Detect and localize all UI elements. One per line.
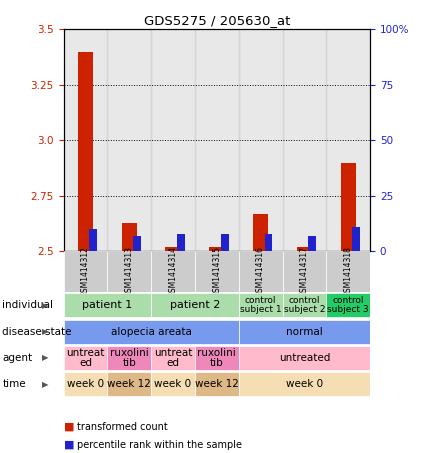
Bar <box>239 251 283 292</box>
Bar <box>326 251 370 292</box>
Text: patient 1: patient 1 <box>82 300 132 310</box>
Bar <box>64 293 151 318</box>
Bar <box>64 346 107 370</box>
Bar <box>107 29 151 251</box>
Text: ▶: ▶ <box>42 380 48 389</box>
Text: time: time <box>2 379 26 389</box>
Bar <box>121 222 137 251</box>
Bar <box>78 52 93 251</box>
Bar <box>239 319 370 344</box>
Bar <box>133 236 141 251</box>
Bar <box>239 372 370 396</box>
Bar <box>151 346 195 370</box>
Text: ▶: ▶ <box>42 353 48 362</box>
Bar <box>283 29 326 251</box>
Text: week 12: week 12 <box>107 379 151 389</box>
Bar <box>253 214 268 251</box>
Text: normal: normal <box>286 327 323 337</box>
Bar <box>326 293 370 318</box>
Text: ruxolini
tib: ruxolini tib <box>198 348 236 368</box>
Text: disease state: disease state <box>2 327 72 337</box>
Text: week 0: week 0 <box>67 379 104 389</box>
Text: ▶: ▶ <box>42 301 48 310</box>
Text: agent: agent <box>2 353 32 363</box>
Bar <box>195 372 239 396</box>
Title: GDS5275 / 205630_at: GDS5275 / 205630_at <box>144 14 290 27</box>
Bar <box>209 247 225 251</box>
Bar <box>107 372 151 396</box>
Text: GSM1414312: GSM1414312 <box>81 246 90 297</box>
Bar <box>297 247 312 251</box>
Bar <box>265 234 272 251</box>
Text: GSM1414316: GSM1414316 <box>256 246 265 297</box>
Bar <box>151 29 195 251</box>
Text: individual: individual <box>2 300 53 310</box>
Bar <box>177 234 185 251</box>
Text: ▶: ▶ <box>42 327 48 336</box>
Text: week 0: week 0 <box>286 379 323 389</box>
Text: transformed count: transformed count <box>77 422 167 432</box>
Text: control
subject 3: control subject 3 <box>327 296 369 314</box>
Bar <box>166 247 180 251</box>
Bar <box>64 29 107 251</box>
Bar <box>195 29 239 251</box>
Bar <box>195 251 239 292</box>
Bar <box>239 29 283 251</box>
Bar <box>239 346 370 370</box>
Bar <box>107 251 151 292</box>
Text: ruxolini
tib: ruxolini tib <box>110 348 148 368</box>
Text: week 0: week 0 <box>155 379 191 389</box>
Bar <box>107 346 151 370</box>
Bar <box>151 293 239 318</box>
Text: GSM1414317: GSM1414317 <box>300 246 309 297</box>
Bar <box>341 163 356 251</box>
Bar <box>283 251 326 292</box>
Bar <box>239 293 283 318</box>
Text: week 12: week 12 <box>195 379 239 389</box>
Text: untreat
ed: untreat ed <box>154 348 192 368</box>
Bar <box>195 346 239 370</box>
Bar <box>308 236 316 251</box>
Text: untreat
ed: untreat ed <box>66 348 105 368</box>
Text: patient 2: patient 2 <box>170 300 220 310</box>
Text: untreated: untreated <box>279 353 330 363</box>
Text: percentile rank within the sample: percentile rank within the sample <box>77 440 242 450</box>
Bar <box>151 251 195 292</box>
Text: ■: ■ <box>64 422 74 432</box>
Text: control
subject 2: control subject 2 <box>284 296 325 314</box>
Bar <box>64 319 239 344</box>
Text: GSM1414314: GSM1414314 <box>169 246 177 297</box>
Text: GSM1414318: GSM1414318 <box>344 246 353 297</box>
Bar <box>64 372 107 396</box>
Text: control
subject 1: control subject 1 <box>240 296 282 314</box>
Bar <box>352 227 360 251</box>
Bar <box>221 234 229 251</box>
Text: GSM1414313: GSM1414313 <box>125 246 134 297</box>
Text: ■: ■ <box>64 440 74 450</box>
Bar <box>89 229 97 251</box>
Bar <box>326 29 370 251</box>
Text: alopecia areata: alopecia areata <box>111 327 191 337</box>
Bar <box>283 293 326 318</box>
Bar <box>151 372 195 396</box>
Text: GSM1414315: GSM1414315 <box>212 246 221 297</box>
Bar <box>64 251 107 292</box>
